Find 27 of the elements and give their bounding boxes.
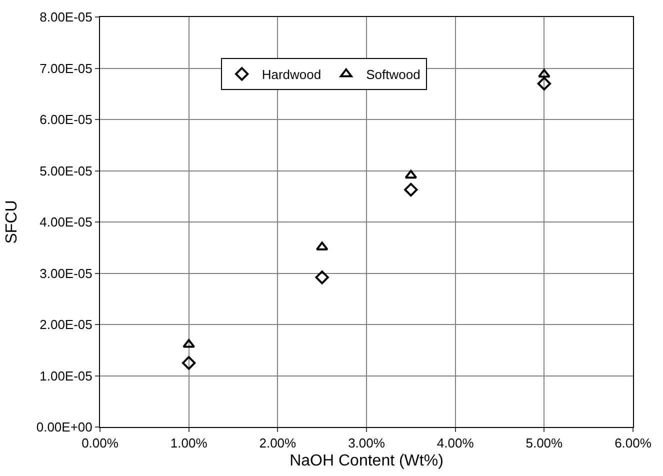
y-tick-label: 2.00E-05 (40, 317, 92, 332)
y-tick-label: 0.00E+00 (36, 420, 92, 435)
y-tick-label: 8.00E-05 (40, 10, 92, 25)
y-tick-label: 4.00E-05 (40, 214, 92, 230)
point (182, 338, 196, 348)
legend-label: Softwood (366, 67, 420, 82)
y-axis-title: SFCU (3, 200, 20, 244)
point (404, 170, 418, 179)
x-tick-label: 3.00% (348, 436, 386, 451)
legend-label: Hardwood (262, 67, 322, 82)
y-tick-label: 6.00E-05 (40, 112, 92, 128)
y-tick-label: 3.00E-05 (40, 266, 92, 281)
x-tick-label: 0.00% (82, 436, 119, 451)
x-tick-label: 4.00% (436, 436, 474, 451)
point (404, 182, 418, 197)
y-tick-label: 5.00E-05 (40, 163, 92, 178)
y-tick-label: 7.00E-05 (40, 60, 92, 76)
point (537, 76, 552, 90)
x-tick-label: 1.00% (170, 436, 208, 451)
point (315, 270, 329, 284)
x-tick-label: 6.00% (614, 436, 652, 451)
x-tick-label: 2.00% (259, 436, 297, 451)
x-axis-title: NaOH Content (Wt%) (290, 452, 444, 470)
x-tick-label: 5.00% (526, 436, 564, 451)
point (538, 68, 550, 78)
point (182, 356, 196, 370)
y-tick-label: 1.00E-05 (40, 368, 92, 384)
